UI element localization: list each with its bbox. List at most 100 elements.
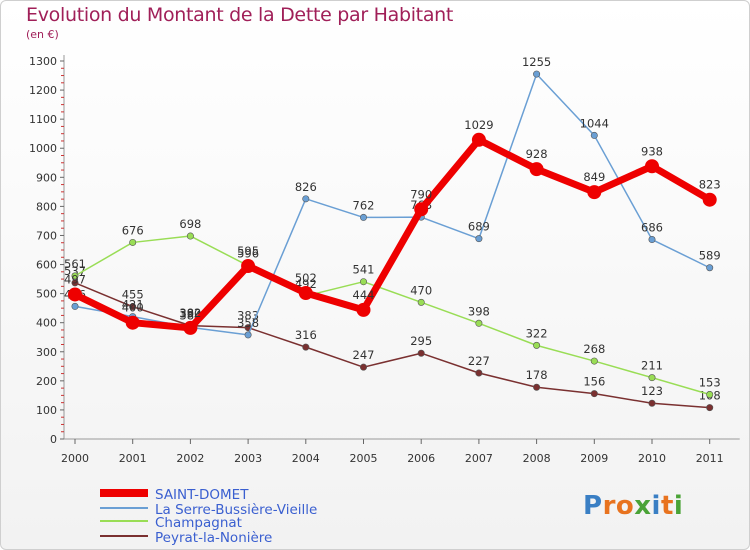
legend-label-champagnat: Champagnat bbox=[155, 515, 242, 531]
point-la-serre-bussi-re-vieille-2008 bbox=[533, 70, 541, 78]
y-tick-label-1200: 1200 bbox=[29, 84, 57, 97]
x-tick-label-2010: 2010 bbox=[638, 452, 666, 465]
logo-letter: r bbox=[602, 491, 616, 521]
value-label-peyrat-la-noni-re-2001: 455 bbox=[122, 288, 144, 302]
point-peyrat-la-noni-re-2010 bbox=[648, 399, 656, 407]
value-label-saint-domet-2000: 497 bbox=[64, 272, 86, 286]
logo-letter: i bbox=[651, 491, 661, 521]
chart-title: Evolution du Montant de la Dette par Hab… bbox=[26, 4, 454, 26]
value-label-la-serre-bussi-re-vieille-2011: 589 bbox=[699, 249, 721, 263]
x-tick-label-2003: 2003 bbox=[234, 452, 262, 465]
value-label-peyrat-la-noni-re-2007: 227 bbox=[468, 354, 490, 368]
point-champagnat-2005 bbox=[359, 278, 367, 286]
y-tick-label-400: 400 bbox=[36, 317, 57, 330]
y-tick-label-700: 700 bbox=[36, 229, 57, 242]
point-la-serre-bussi-re-vieille-2009 bbox=[590, 131, 598, 139]
point-peyrat-la-noni-re-2009 bbox=[590, 390, 598, 398]
value-label-saint-domet-2007: 1029 bbox=[464, 118, 493, 132]
value-label-la-serre-bussi-re-vieille-2001: 421 bbox=[122, 298, 144, 312]
logo-letter: x bbox=[634, 491, 652, 521]
point-saint-domet-2000 bbox=[68, 287, 82, 302]
point-champagnat-2002 bbox=[186, 232, 194, 240]
point-saint-domet-2005 bbox=[356, 302, 371, 317]
point-la-serre-bussi-re-vieille-2010 bbox=[648, 236, 656, 244]
value-label-peyrat-la-noni-re-2010: 123 bbox=[641, 384, 663, 398]
point-la-serre-bussi-re-vieille-2011 bbox=[706, 264, 714, 272]
x-tick-label-2005: 2005 bbox=[350, 452, 378, 465]
x-tick-label-2002: 2002 bbox=[176, 452, 204, 465]
value-label-champagnat-2008: 322 bbox=[526, 326, 548, 340]
y-tick-label-1300: 1300 bbox=[29, 55, 57, 68]
point-saint-domet-2004 bbox=[298, 286, 313, 301]
point-saint-domet-2009 bbox=[587, 185, 602, 200]
legend-label-la-serre-bussi-re-vieille: La Serre-Bussière-Vieille bbox=[155, 502, 317, 518]
x-tick-label-2011: 2011 bbox=[696, 452, 724, 465]
value-label-la-serre-bussi-re-vieille-2003: 358 bbox=[237, 316, 259, 330]
y-tick-label-200: 200 bbox=[36, 375, 57, 388]
value-label-peyrat-la-noni-re-2004: 316 bbox=[295, 328, 317, 342]
y-tick-label-100: 100 bbox=[36, 404, 57, 417]
value-label-peyrat-la-noni-re-2006: 295 bbox=[410, 334, 432, 348]
value-label-champagnat-2011: 153 bbox=[699, 376, 721, 390]
value-label-saint-domet-2001: 400 bbox=[122, 301, 144, 315]
value-label-champagnat-2002: 698 bbox=[179, 217, 201, 231]
point-peyrat-la-noni-re-2006 bbox=[417, 349, 425, 357]
y-tick-label-800: 800 bbox=[36, 200, 57, 213]
value-label-saint-domet-2009: 849 bbox=[583, 170, 605, 184]
point-peyrat-la-noni-re-2011 bbox=[706, 404, 714, 412]
value-label-la-serre-bussi-re-vieille-2005: 762 bbox=[353, 198, 375, 212]
value-label-la-serre-bussi-re-vieille-2008: 1255 bbox=[522, 55, 551, 69]
series-line-peyrat-la-noni-re bbox=[74, 282, 711, 409]
point-saint-domet-2001 bbox=[125, 315, 140, 330]
y-tick-label-300: 300 bbox=[36, 346, 57, 359]
value-label-saint-domet-2003: 595 bbox=[237, 244, 259, 258]
point-saint-domet-2007 bbox=[471, 132, 486, 147]
value-label-peyrat-la-noni-re-2003: 383 bbox=[237, 309, 259, 323]
point-champagnat-2007 bbox=[475, 319, 483, 327]
value-label-saint-domet-2008: 928 bbox=[526, 147, 548, 161]
y-tick-label-500: 500 bbox=[36, 288, 57, 301]
point-peyrat-la-noni-re-2008 bbox=[533, 383, 541, 391]
point-champagnat-2000 bbox=[71, 272, 79, 280]
y-tick-label-900: 900 bbox=[36, 171, 57, 184]
value-label-saint-domet-2002: 382 bbox=[179, 306, 201, 320]
point-saint-domet-2003 bbox=[241, 258, 256, 273]
y-tick-label-1000: 1000 bbox=[29, 142, 57, 155]
point-saint-domet-2002 bbox=[183, 320, 198, 335]
value-label-saint-domet-2010: 938 bbox=[641, 144, 663, 158]
value-label-champagnat-2009: 268 bbox=[583, 342, 605, 356]
logo-letter: P bbox=[583, 491, 603, 521]
x-tick-label-2007: 2007 bbox=[465, 452, 493, 465]
point-la-serre-bussi-re-vieille-2000 bbox=[71, 302, 79, 310]
x-tick-label-2008: 2008 bbox=[523, 452, 551, 465]
value-label-champagnat-2010: 211 bbox=[641, 359, 663, 373]
y-tick-label-600: 600 bbox=[36, 259, 57, 272]
value-label-la-serre-bussi-re-vieille-2010: 686 bbox=[641, 221, 663, 235]
value-label-saint-domet-2006: 790 bbox=[410, 187, 432, 201]
value-label-champagnat-2006: 470 bbox=[410, 283, 432, 297]
point-champagnat-2009 bbox=[590, 357, 598, 365]
value-label-champagnat-2007: 398 bbox=[468, 304, 490, 318]
value-label-champagnat-2003: 596 bbox=[237, 247, 259, 261]
x-tick-label-2004: 2004 bbox=[292, 452, 320, 465]
point-peyrat-la-noni-re-2005 bbox=[359, 363, 367, 371]
value-label-saint-domet-2011: 823 bbox=[699, 178, 721, 192]
value-label-peyrat-la-noni-re-2005: 247 bbox=[353, 348, 375, 362]
value-label-champagnat-2005: 541 bbox=[353, 263, 375, 277]
series-line-champagnat bbox=[74, 235, 711, 396]
value-label-champagnat-2001: 676 bbox=[122, 223, 144, 237]
x-tick-label-2006: 2006 bbox=[407, 452, 435, 465]
point-champagnat-2006 bbox=[417, 298, 425, 306]
legend-label-saint-domet: SAINT-DOMET bbox=[155, 487, 249, 503]
x-tick-label-2009: 2009 bbox=[580, 452, 608, 465]
value-label-champagnat-2000: 561 bbox=[64, 257, 86, 271]
point-saint-domet-2011 bbox=[702, 192, 717, 207]
point-saint-domet-2006 bbox=[414, 202, 429, 217]
point-champagnat-2011 bbox=[706, 391, 714, 399]
point-saint-domet-2008 bbox=[529, 162, 544, 177]
point-la-serre-bussi-re-vieille-2003 bbox=[244, 331, 252, 339]
x-tick-label-2001: 2001 bbox=[119, 452, 147, 465]
series-line-la-serre-bussi-re-vieille bbox=[74, 73, 711, 336]
legend-label-peyrat-la-noni-re: Peyrat-la-Nonière bbox=[155, 530, 272, 546]
